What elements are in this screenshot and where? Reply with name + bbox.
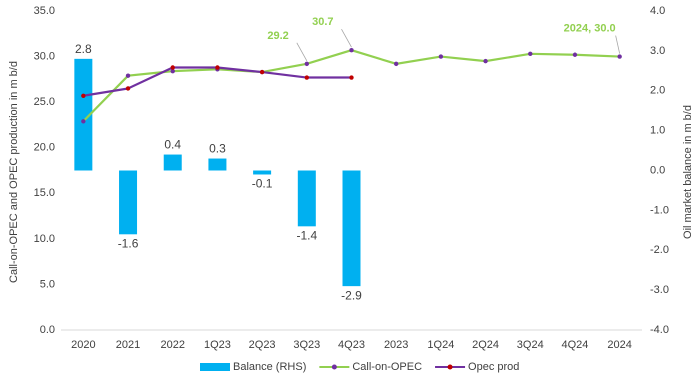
line — [82, 49, 620, 123]
marker — [125, 73, 131, 78]
marker — [349, 47, 354, 53]
bar — [119, 170, 138, 235]
legend-label: Call-on-OPEC — [352, 361, 422, 373]
x-tick-label: 3Q24 — [517, 339, 544, 351]
marker — [528, 51, 533, 57]
bar-label: -0.1 — [252, 177, 273, 191]
y2-axis-title: Oil market balance in m b/d — [682, 105, 694, 239]
data-label: 2024, 30.0 — [564, 22, 616, 34]
y2-tick-label: -3.0 — [650, 284, 669, 296]
y-tick-label: 15.0 — [34, 187, 55, 199]
x-tick-label: 2021 — [116, 339, 140, 351]
x-tick-label: 4Q24 — [562, 339, 589, 351]
y2-tick-label: 2.0 — [650, 85, 665, 97]
y2-tick-label: 1.0 — [650, 125, 665, 137]
y2-tick-label: 3.0 — [650, 45, 665, 57]
y2-tick-label: -1.0 — [650, 204, 669, 216]
marker — [304, 75, 310, 80]
marker — [617, 54, 622, 59]
bar — [163, 154, 182, 171]
legend-swatch — [200, 363, 230, 371]
y-tick-label: 0.0 — [40, 324, 55, 336]
legend-swatch — [331, 364, 337, 370]
y-tick-label: 35.0 — [34, 5, 55, 17]
marker — [572, 52, 578, 57]
x-tick-label: 2Q24 — [472, 339, 499, 351]
bar — [297, 170, 316, 227]
legend-label: Opec prod — [468, 361, 519, 373]
x-tick-label: 2023 — [384, 339, 408, 351]
data-label: 29.2 — [267, 30, 288, 42]
x-tick-label: 2024 — [607, 339, 631, 351]
marker — [393, 61, 399, 67]
y-tick-label: 20.0 — [34, 142, 55, 154]
bar-label: -1.4 — [296, 228, 317, 242]
y-tick-label: 10.0 — [34, 233, 55, 245]
bar-label: 2.8 — [75, 42, 92, 56]
marker — [170, 65, 175, 70]
y2-tick-label: -2.0 — [650, 244, 669, 256]
bar — [342, 170, 361, 287]
data-label: 30.7 — [312, 16, 333, 28]
marker — [81, 119, 86, 124]
x-tick-label: 4Q23 — [338, 339, 365, 351]
legend-swatch — [447, 364, 453, 370]
legend-label: Balance (RHS) — [233, 361, 306, 373]
marker — [170, 68, 175, 74]
x-tick-label: 3Q23 — [293, 339, 320, 351]
bar-label: 0.3 — [209, 142, 226, 156]
marker — [215, 65, 220, 70]
bar-label: 0.4 — [164, 138, 181, 152]
bar-label: -2.9 — [341, 288, 362, 302]
leader-line — [341, 28, 352, 48]
marker — [438, 54, 444, 59]
marker — [483, 58, 488, 64]
x-tick-label: 2022 — [160, 339, 184, 351]
y-tick-label: 5.0 — [40, 278, 55, 290]
x-tick-label: 1Q23 — [204, 339, 231, 351]
marker — [349, 75, 354, 80]
bar-label: -1.6 — [118, 236, 139, 250]
y2-tick-label: 0.0 — [650, 164, 665, 176]
marker — [81, 93, 86, 98]
x-tick-label: 1Q24 — [427, 339, 454, 351]
bar — [208, 158, 227, 171]
x-tick-label: 2020 — [71, 339, 95, 351]
leader-line — [615, 35, 621, 54]
x-tick-label: 2Q23 — [249, 339, 276, 351]
y-tick-label: 30.0 — [34, 50, 55, 62]
bar — [74, 58, 93, 171]
marker — [259, 69, 265, 75]
marker — [304, 61, 310, 67]
leader-line — [296, 42, 308, 62]
y2-tick-label: 4.0 — [650, 5, 665, 17]
bar — [253, 170, 272, 175]
y-tick-label: 25.0 — [34, 96, 55, 108]
marker — [125, 86, 131, 91]
y2-tick-label: -4.0 — [650, 324, 669, 336]
y-axis-title: Call-on-OPEC and OPEC production in m b/… — [8, 61, 20, 283]
